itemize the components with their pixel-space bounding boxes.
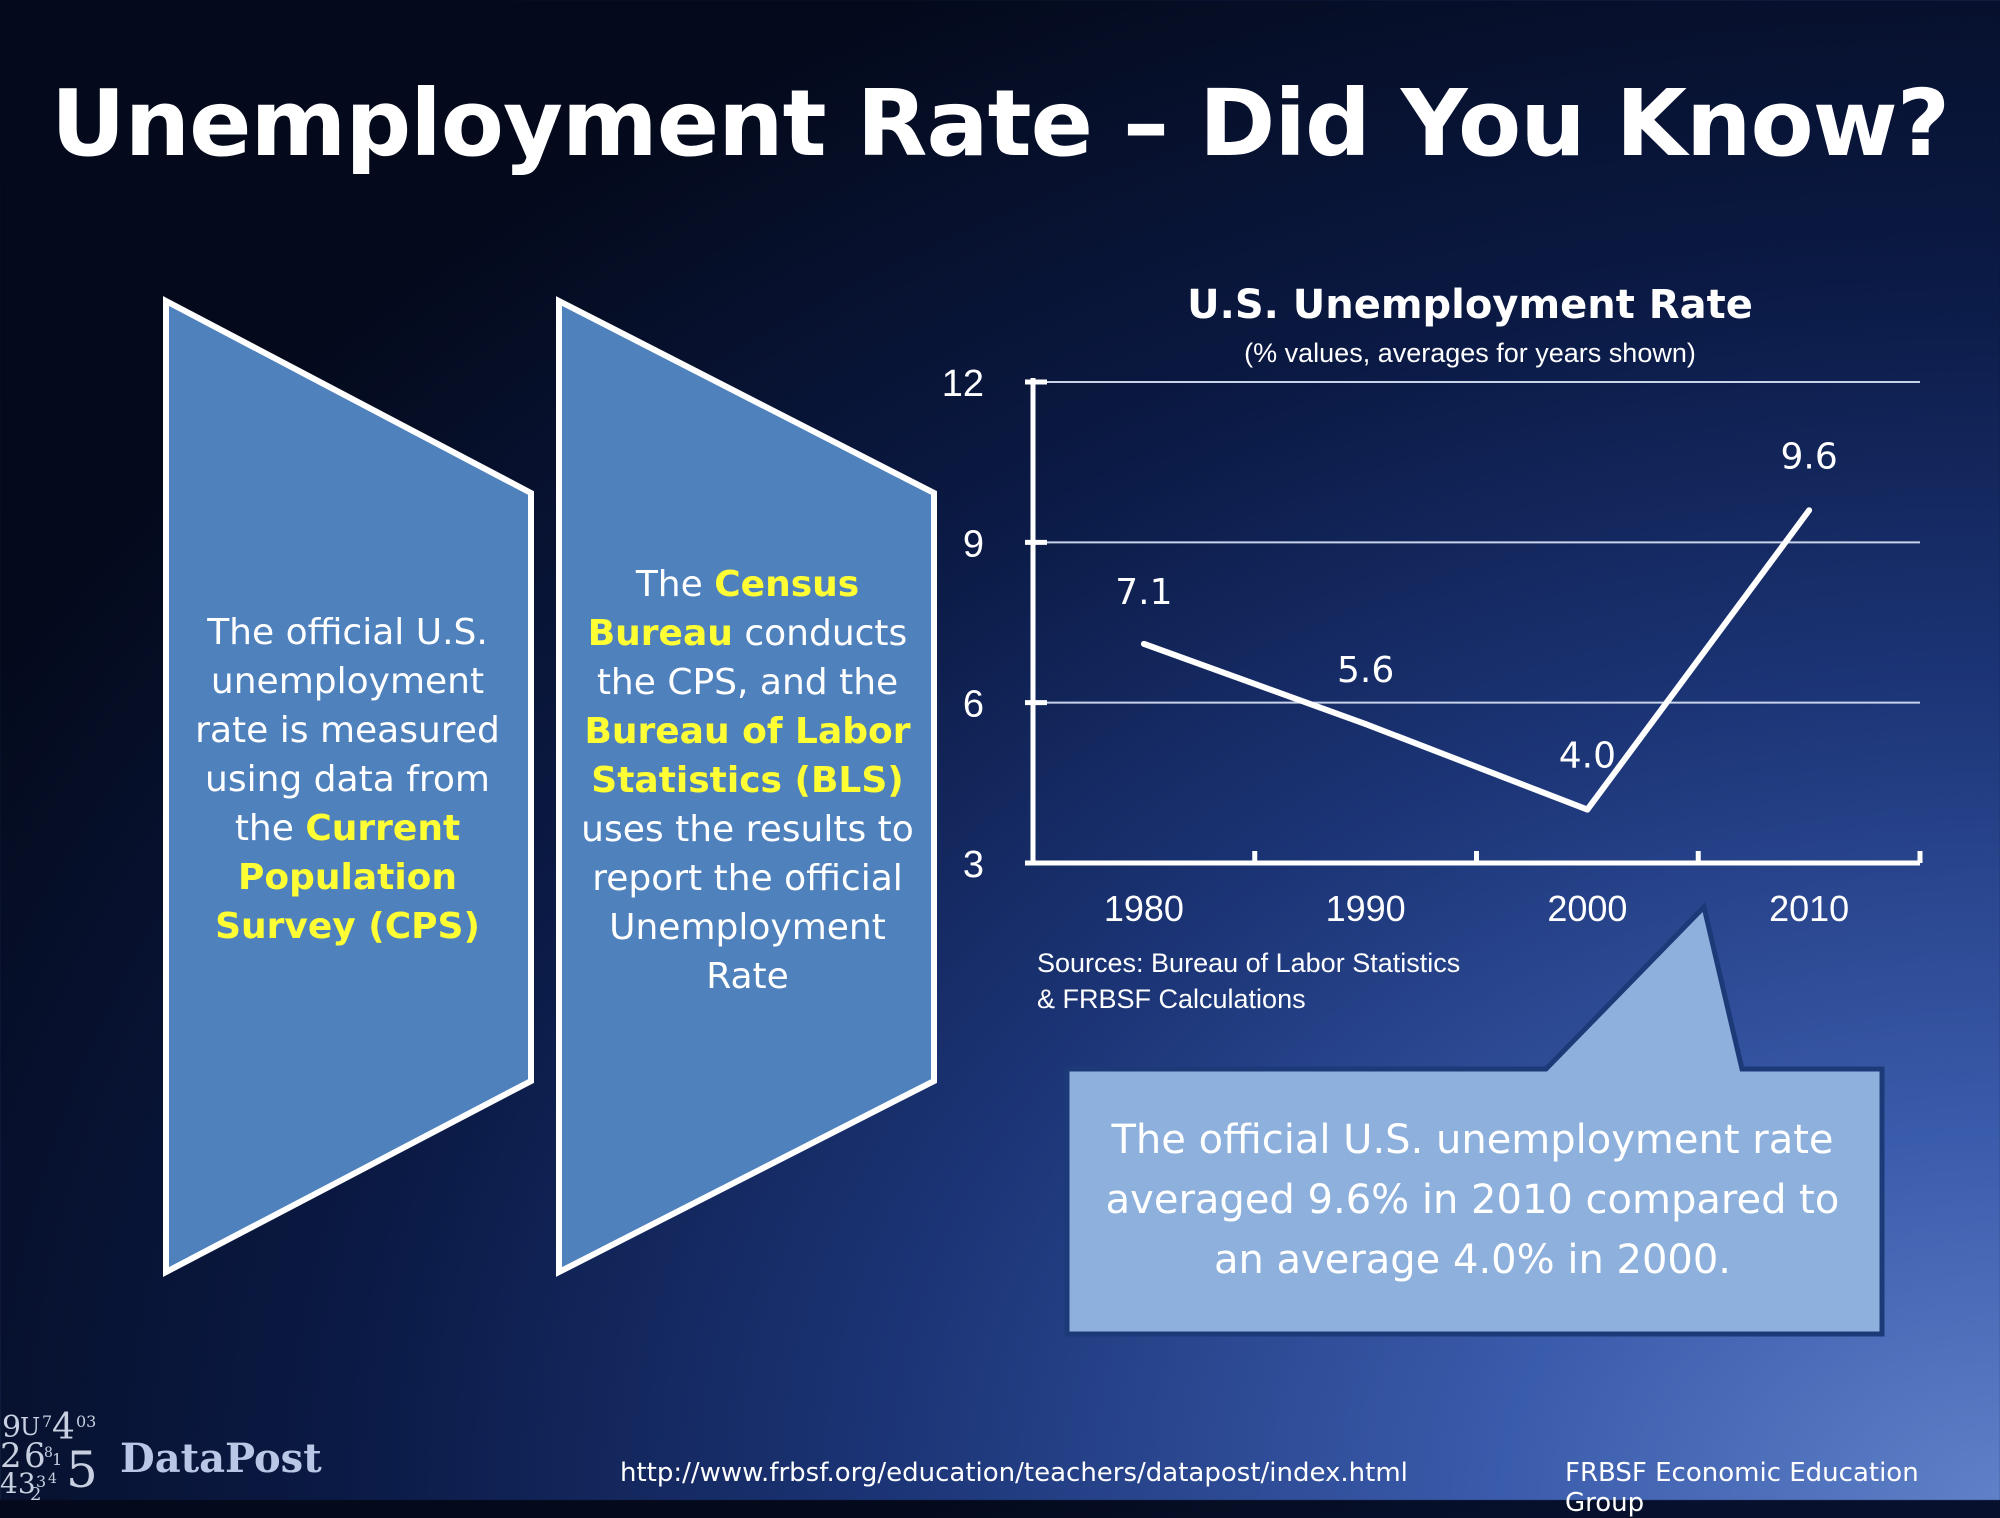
svg-text:U: U bbox=[20, 1413, 40, 1441]
data-label: 4.0 bbox=[1559, 736, 1616, 777]
callout-text: The official U.S. unemployment rate aver… bbox=[1105, 1117, 1840, 1283]
data-label: 5.6 bbox=[1337, 650, 1394, 691]
data-point bbox=[1806, 507, 1813, 514]
process-box-2 bbox=[556, 296, 937, 1277]
svg-text:4: 4 bbox=[52, 1407, 75, 1448]
svg-text:5: 5 bbox=[66, 1441, 98, 1499]
callout-bubble bbox=[1064, 901, 1885, 1337]
chart-sources: Sources: Bureau of Labor Statistics & FR… bbox=[1037, 945, 1460, 1017]
box2-highlight2: Bureau of Labor Statistics (BLS) bbox=[584, 711, 911, 801]
data-point bbox=[1140, 640, 1147, 647]
svg-text:03: 03 bbox=[76, 1412, 96, 1431]
y-tick-label: 9 bbox=[963, 523, 984, 565]
chart-subtitle: (% values, averages for years shown) bbox=[1244, 338, 1696, 368]
box2-part3: uses the results to report the official … bbox=[581, 809, 914, 997]
x-tick-label: 1990 bbox=[1326, 888, 1406, 929]
datapost-logo: 9 U 7 4 03 2 6 8 1 5 43 3 4 2 DataPost bbox=[0, 1405, 322, 1500]
y-tick-label: 3 bbox=[963, 844, 984, 886]
process-box-1 bbox=[163, 296, 534, 1277]
svg-text:3: 3 bbox=[36, 1472, 46, 1491]
series-line bbox=[1142, 508, 1812, 813]
footer-url[interactable]: http://www.frbsf.org/education/teachers/… bbox=[620, 1458, 1408, 1488]
box2-highlight1: Census Bureau bbox=[587, 564, 860, 654]
box2-part2: conducts the CPS, and the bbox=[596, 613, 908, 703]
svg-text:1: 1 bbox=[52, 1450, 62, 1469]
data-point bbox=[1362, 721, 1369, 728]
data-point bbox=[1584, 806, 1591, 813]
sources-line-2: & FRBSF Calculations bbox=[1037, 984, 1306, 1014]
svg-text:4: 4 bbox=[48, 1471, 57, 1487]
logo-text: DataPost bbox=[120, 1435, 322, 1482]
process-box-1-text: The official U.S. unemployment rate is m… bbox=[180, 608, 515, 951]
y-tick-label: 6 bbox=[963, 684, 984, 726]
slide-title: Unemployment Rate – Did You Know? bbox=[50, 70, 1950, 177]
sources-line-1: Sources: Bureau of Labor Statistics bbox=[1037, 948, 1461, 978]
data-label: 9.6 bbox=[1780, 436, 1837, 477]
process-box-2-text: The Census Bureau conducts the CPS, and … bbox=[570, 560, 925, 1001]
svg-text:2: 2 bbox=[30, 1484, 41, 1500]
svg-text:7: 7 bbox=[42, 1412, 52, 1431]
footer-org: FRBSF Economic Education Group bbox=[1565, 1458, 1919, 1518]
x-tick-label: 1980 bbox=[1104, 888, 1184, 929]
y-tick-label: 12 bbox=[942, 363, 984, 405]
box1-text: The official U.S. unemployment rate is m… bbox=[195, 612, 500, 849]
svg-text:9: 9 bbox=[2, 1410, 21, 1445]
svg-text:8: 8 bbox=[44, 1445, 53, 1461]
svg-text:6: 6 bbox=[24, 1436, 46, 1476]
box1-highlight: Current Population Survey (CPS) bbox=[215, 808, 480, 947]
svg-text:43: 43 bbox=[0, 1467, 36, 1500]
data-label: 7.1 bbox=[1115, 572, 1172, 613]
x-tick-label: 2000 bbox=[1547, 888, 1627, 929]
svg-text:2: 2 bbox=[0, 1436, 22, 1476]
box2-part1: The bbox=[635, 564, 703, 605]
x-tick-label: 2010 bbox=[1769, 888, 1849, 929]
logo-digits-icon: 9 U 7 4 03 2 6 8 1 5 43 3 4 2 bbox=[0, 1407, 98, 1500]
chart-title: U.S. Unemployment Rate bbox=[1187, 282, 1753, 328]
